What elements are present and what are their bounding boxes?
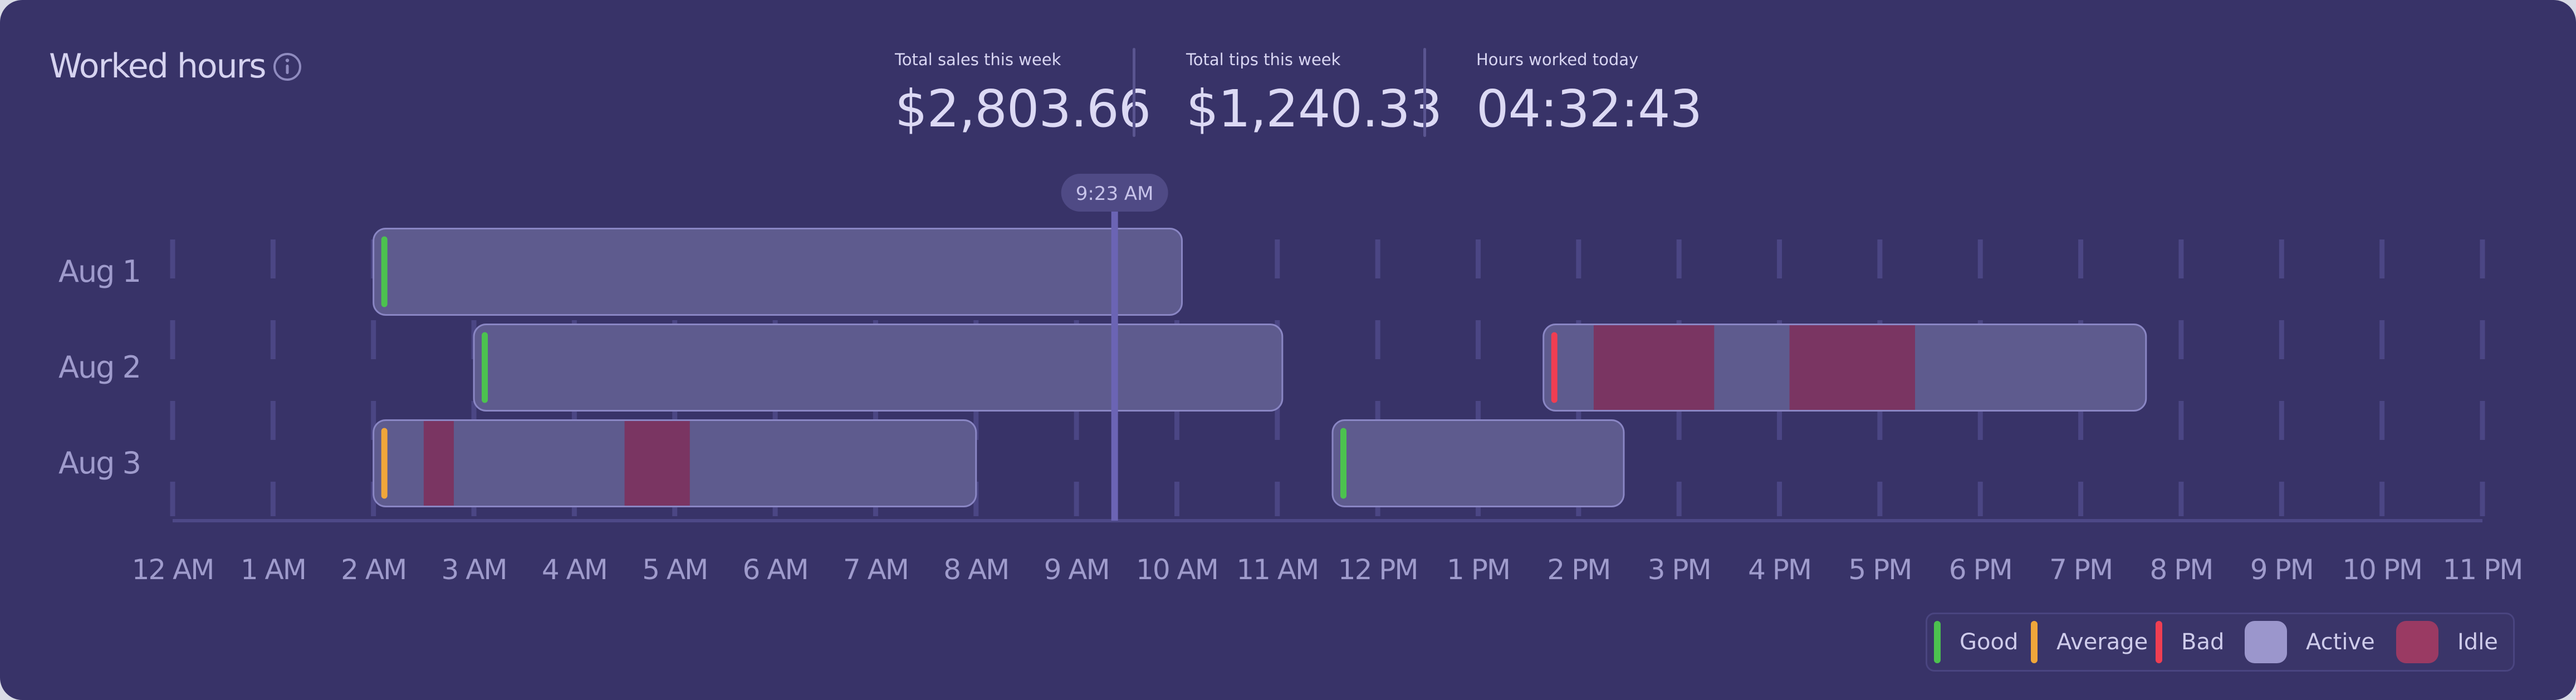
shift-bar: [373, 228, 1182, 315]
stat-value: $2,803.66: [895, 79, 1151, 139]
shift-rating-marker: [1551, 332, 1558, 403]
shift-bar: [1333, 420, 1624, 507]
shift-bar-outline: [373, 419, 977, 507]
legend-item-bad: Bad: [2156, 614, 2224, 670]
x-tick-label: 12 AM: [132, 554, 214, 586]
shift-bar-outline: [1331, 419, 1625, 507]
idle-segment: [1789, 324, 1916, 411]
info-icon[interactable]: [272, 51, 303, 82]
legend-item-average: Average: [2031, 614, 2148, 670]
x-tick-label: 2 AM: [341, 554, 406, 586]
stat-total-tips: Total tips this week $1,240.33: [1186, 50, 1442, 139]
legend-item-good: Good: [1934, 614, 2018, 670]
x-tick-label: 10 AM: [1136, 554, 1218, 586]
legend-label-good: Good: [1960, 629, 2019, 655]
chart-legend: Good Average Bad Active Idle: [1926, 613, 2515, 672]
x-tick-label: 9 AM: [1044, 554, 1109, 586]
current-time-pill: [1061, 174, 1168, 212]
legend-label-average: Average: [2056, 629, 2148, 655]
shift-bar: [474, 324, 1282, 411]
x-tick-label: 8 PM: [2149, 554, 2212, 586]
x-tick-label: 6 AM: [743, 554, 808, 586]
idle-segment: [624, 420, 690, 507]
legend-marker-bad: [2156, 621, 2162, 663]
x-tick-label: 7 AM: [843, 554, 908, 586]
row-label: Aug 2: [58, 350, 140, 385]
x-tick-label: 8 AM: [943, 554, 1008, 586]
x-tick-label: 2 PM: [1547, 554, 1610, 586]
legend-item-idle: Idle: [2396, 614, 2498, 670]
shift-rating-marker: [1340, 428, 1347, 499]
legend-marker-active: [2245, 621, 2287, 663]
x-tick-label: 11 AM: [1236, 554, 1318, 586]
stat-label: Total tips this week: [1186, 50, 1341, 69]
x-tick-label: 3 PM: [1648, 554, 1711, 586]
x-tick-label: 10 PM: [2342, 554, 2422, 586]
idle-segment: [1593, 324, 1715, 411]
row-label: Aug 1: [58, 254, 140, 289]
x-tick-label: 4 AM: [542, 554, 607, 586]
legend-marker-average: [2031, 621, 2038, 663]
legend-marker-idle: [2396, 621, 2438, 663]
stat-value: 04:32:43: [1476, 79, 1702, 139]
current-time-label: 9:23 AM: [1076, 183, 1154, 205]
shift-rating-marker: [381, 428, 388, 499]
shift-bar-outline: [1542, 324, 2147, 412]
x-tick-label: 7 PM: [2049, 554, 2112, 586]
stat-value: $1,240.33: [1186, 79, 1442, 139]
x-tick-label: 12 PM: [1338, 554, 1418, 586]
stat-divider: [1423, 48, 1426, 137]
x-tick-label: 4 PM: [1748, 554, 1811, 586]
stat-divider: [1133, 48, 1135, 137]
legend-label-bad: Bad: [2181, 629, 2225, 655]
stat-label: Total sales this week: [895, 50, 1061, 69]
x-tick-label: 1 PM: [1447, 554, 1510, 586]
x-tick-label: 1 AM: [241, 554, 306, 586]
stat-total-sales: Total sales this week $2,803.66: [895, 50, 1151, 139]
legend-label-idle: Idle: [2457, 629, 2498, 655]
x-tick-label: 6 PM: [1949, 554, 2012, 586]
legend-label-active: Active: [2306, 629, 2375, 655]
stat-label: Hours worked today: [1476, 50, 1639, 69]
shift-rating-marker: [482, 332, 488, 403]
legend-marker-good: [1934, 621, 1941, 663]
x-tick-label: 5 AM: [642, 554, 707, 586]
x-tick-label: 3 AM: [442, 554, 507, 586]
worked-hours-timeline-chart: 12 AM 1 AM 2 AM 3 AM 4 AM 5 AM 6 AM 7 AM 8 AM 9 A…: [58, 174, 2523, 586]
row-label: Aug 3: [58, 446, 140, 481]
idle-segment: [423, 420, 454, 507]
x-tick-label: 5 PM: [1848, 554, 1911, 586]
x-tick-label: 11 PM: [2443, 554, 2523, 586]
shift-rating-marker: [381, 236, 388, 307]
card-title: Worked hours: [49, 47, 267, 86]
legend-item-active: Active: [2245, 614, 2375, 670]
shift-bar-outline: [373, 228, 1183, 316]
shift-bar-outline: [473, 324, 1284, 412]
x-tick-label: 9 PM: [2250, 554, 2313, 586]
stat-hours-today: Hours worked today 04:32:43: [1476, 50, 1702, 139]
